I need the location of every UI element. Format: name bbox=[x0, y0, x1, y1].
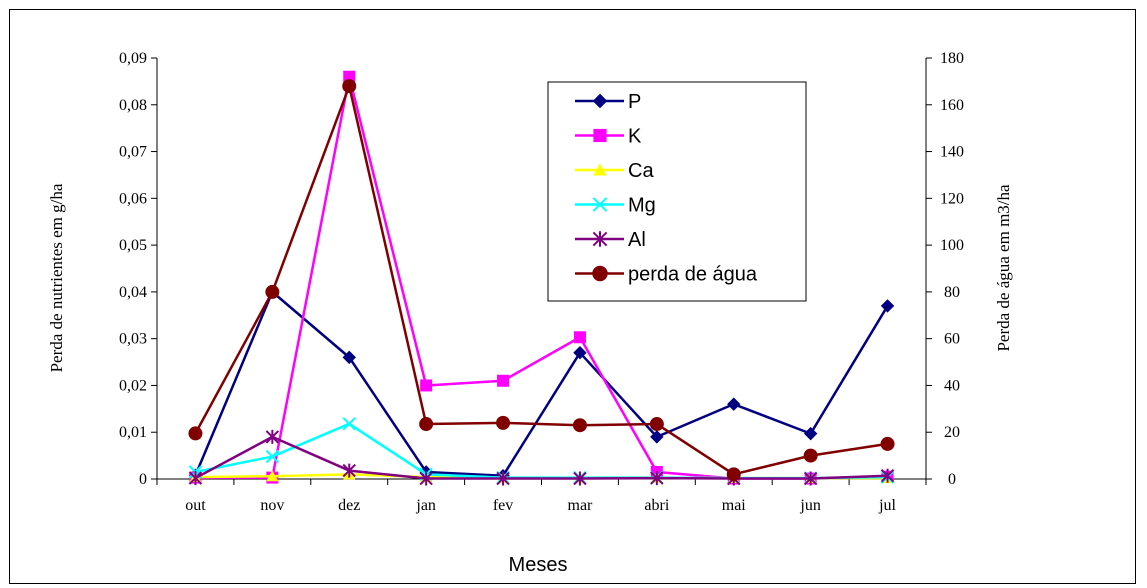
legend-label: K bbox=[628, 126, 642, 148]
data-point bbox=[497, 375, 509, 387]
series-line bbox=[195, 437, 887, 479]
y2-tick-label: 140 bbox=[940, 144, 964, 161]
data-point bbox=[420, 379, 432, 391]
data-point bbox=[882, 300, 894, 312]
data-point bbox=[496, 416, 510, 430]
legend-label: Ca bbox=[628, 160, 654, 182]
series-line bbox=[195, 424, 887, 478]
x-axis-label: Meses bbox=[509, 554, 568, 576]
y2-tick-label: 0 bbox=[948, 471, 956, 488]
x-tick-label: dez bbox=[338, 497, 360, 514]
y-tick-label: 0,09 bbox=[119, 50, 147, 67]
x-tick-label: jan bbox=[415, 497, 436, 514]
y2-axis-label: Perda de água em m3/ha bbox=[994, 184, 1013, 352]
y-tick-label: 0,01 bbox=[119, 424, 147, 441]
legend-marker bbox=[592, 266, 607, 281]
data-point bbox=[650, 417, 664, 431]
x-tick-label: fev bbox=[493, 497, 513, 514]
data-point bbox=[342, 79, 356, 93]
x-tick-label: mai bbox=[722, 497, 747, 514]
data-point bbox=[728, 398, 740, 410]
y2-tick-label: 40 bbox=[944, 377, 960, 394]
data-point bbox=[573, 418, 587, 432]
legend-label: Mg bbox=[628, 195, 656, 217]
data-point bbox=[805, 428, 817, 440]
y2-tick-label: 160 bbox=[940, 97, 964, 114]
legend-marker bbox=[593, 129, 606, 142]
series-mg bbox=[189, 418, 893, 484]
data-point bbox=[727, 467, 741, 481]
data-point bbox=[265, 285, 279, 299]
x-tick-label: nov bbox=[260, 497, 284, 514]
data-point bbox=[343, 418, 355, 430]
legend-label: Al bbox=[628, 229, 646, 251]
y2-tick-label: 20 bbox=[944, 424, 960, 441]
x-tick-label: abri bbox=[644, 497, 669, 514]
y2-tick-label: 80 bbox=[944, 284, 960, 301]
data-point bbox=[574, 331, 586, 343]
y-tick-label: 0,07 bbox=[119, 144, 147, 161]
y-tick-label: 0,04 bbox=[119, 284, 147, 301]
legend-label: P bbox=[628, 91, 641, 113]
y-tick-label: 0,06 bbox=[119, 190, 147, 207]
x-tick-label: jun bbox=[799, 497, 820, 514]
x-tick-label: mar bbox=[568, 497, 594, 514]
data-point bbox=[419, 417, 433, 431]
data-point bbox=[188, 426, 202, 440]
y-tick-label: 0,08 bbox=[119, 97, 147, 114]
y-tick-label: 0 bbox=[139, 471, 147, 488]
y2-tick-label: 60 bbox=[944, 331, 960, 348]
data-point bbox=[881, 437, 895, 451]
y2-tick-label: 120 bbox=[940, 190, 964, 207]
x-tick-label: out bbox=[185, 497, 206, 514]
y-tick-label: 0,05 bbox=[119, 237, 147, 254]
data-point bbox=[266, 430, 278, 444]
y-tick-label: 0,02 bbox=[119, 377, 147, 394]
axes: 0 0,01 0,02 0,03 0,04 0,05 0,06 0,07 0,08 0,09 0 20… bbox=[119, 50, 964, 514]
legend: PK Ca Mg Al perda de água bbox=[548, 82, 806, 301]
y2-tick-label: 180 bbox=[940, 50, 964, 67]
series-p bbox=[189, 286, 893, 482]
y-tick-label: 0,03 bbox=[119, 331, 147, 348]
y-axis-label: Perda de nutrientes em g/ha bbox=[47, 183, 66, 372]
y2-tick-label: 100 bbox=[940, 237, 964, 254]
data-point bbox=[804, 449, 818, 463]
legend-label: perda de água bbox=[628, 264, 758, 286]
x-tick-label: jul bbox=[878, 497, 896, 514]
